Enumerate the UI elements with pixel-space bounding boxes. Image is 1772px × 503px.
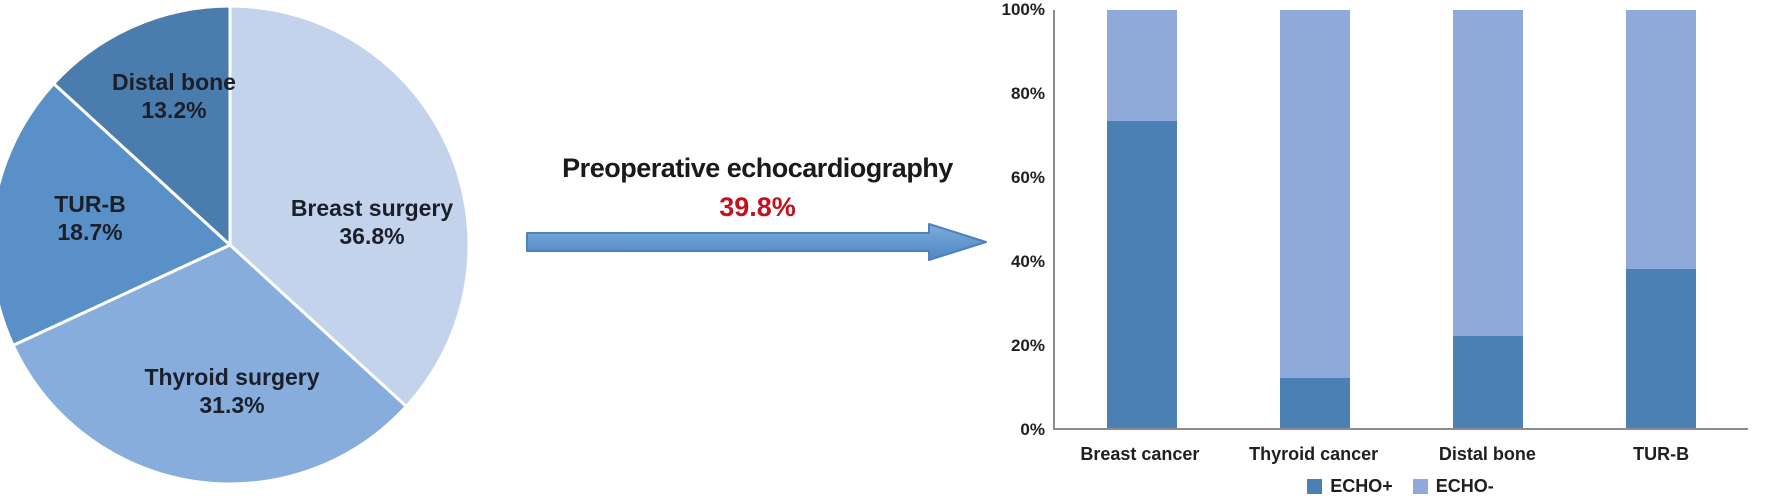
annotation-title: Preoperative echocardiography bbox=[562, 153, 953, 183]
y-tick-label: 100% bbox=[1001, 0, 1045, 19]
bar-segment-echo- bbox=[1279, 377, 1350, 428]
bar-thyroid-cancer bbox=[1279, 10, 1350, 428]
y-axis-ticks: 0% 20% 40% 60% 80% 100% bbox=[960, 0, 1045, 439]
bar-segment-echo- bbox=[1453, 10, 1524, 337]
pie-slice-name: Thyroid surgery bbox=[144, 364, 320, 390]
bar-breast-cancer bbox=[1106, 10, 1177, 428]
annotation-value: 39.8% bbox=[719, 192, 796, 222]
y-tick-label: 20% bbox=[1010, 336, 1045, 355]
flow-arrow-icon bbox=[526, 223, 987, 261]
pie-slice-label: Distal bone 13.2% bbox=[112, 68, 236, 124]
pie-slice-name: TUR-B bbox=[54, 191, 126, 217]
pie-slice-label: TUR-B 18.7% bbox=[54, 190, 126, 246]
bar-segment-echo- bbox=[1626, 10, 1697, 270]
legend-label: ECHO+ bbox=[1330, 476, 1393, 496]
legend-item-echo-: ECHO+ bbox=[1307, 476, 1393, 497]
legend-swatch-icon bbox=[1307, 479, 1323, 494]
pie-chart bbox=[0, 4, 470, 486]
pie-slice bbox=[11, 243, 408, 486]
pie-slice-percent: 18.7% bbox=[57, 219, 123, 245]
chart-legend: ECHO+ ECHO- bbox=[1053, 476, 1748, 497]
bar-segment-echo- bbox=[1453, 336, 1524, 428]
bar-segment-echo- bbox=[1279, 10, 1350, 378]
stacked-bar-plot bbox=[1053, 10, 1748, 430]
x-axis-labels: Breast cancer Thyroid cancer Distal bone TU… bbox=[1053, 444, 1748, 465]
y-tick-label: 60% bbox=[1010, 168, 1045, 187]
pie-slice-label: Breast surgery 36.8% bbox=[291, 194, 453, 250]
legend-label: ECHO- bbox=[1435, 476, 1494, 496]
pie-slice-percent: 31.3% bbox=[199, 392, 265, 418]
legend-item-echo-: ECHO- bbox=[1412, 476, 1494, 497]
pie-slice-label: Thyroid surgery 31.3% bbox=[144, 363, 319, 419]
pie-slice-percent: 36.8% bbox=[339, 223, 405, 249]
x-category-label: Distal bone bbox=[1438, 444, 1536, 464]
x-category-label: Breast cancer bbox=[1080, 444, 1200, 464]
y-tick-label: 80% bbox=[1010, 84, 1045, 103]
bar-segment-echo- bbox=[1626, 269, 1697, 428]
pie-slice bbox=[0, 82, 232, 347]
pie-slice-name: Distal bone bbox=[112, 69, 236, 95]
pie-slice-percent: 13.2% bbox=[141, 97, 207, 123]
bar-segment-echo- bbox=[1106, 120, 1177, 428]
bar-tur-b bbox=[1626, 10, 1697, 428]
x-category-label: TUR-B bbox=[1633, 444, 1690, 464]
pie-slice bbox=[228, 4, 470, 408]
pie-slice bbox=[52, 4, 232, 247]
bar-distal-bone bbox=[1453, 10, 1524, 428]
legend-swatch-icon bbox=[1412, 479, 1428, 494]
y-tick-label: 40% bbox=[1010, 252, 1045, 271]
x-category-label: Thyroid cancer bbox=[1249, 444, 1379, 464]
pie-slice-name: Breast surgery bbox=[290, 195, 454, 221]
bar-segment-echo- bbox=[1106, 10, 1177, 121]
y-tick-label: 0% bbox=[1020, 420, 1045, 439]
